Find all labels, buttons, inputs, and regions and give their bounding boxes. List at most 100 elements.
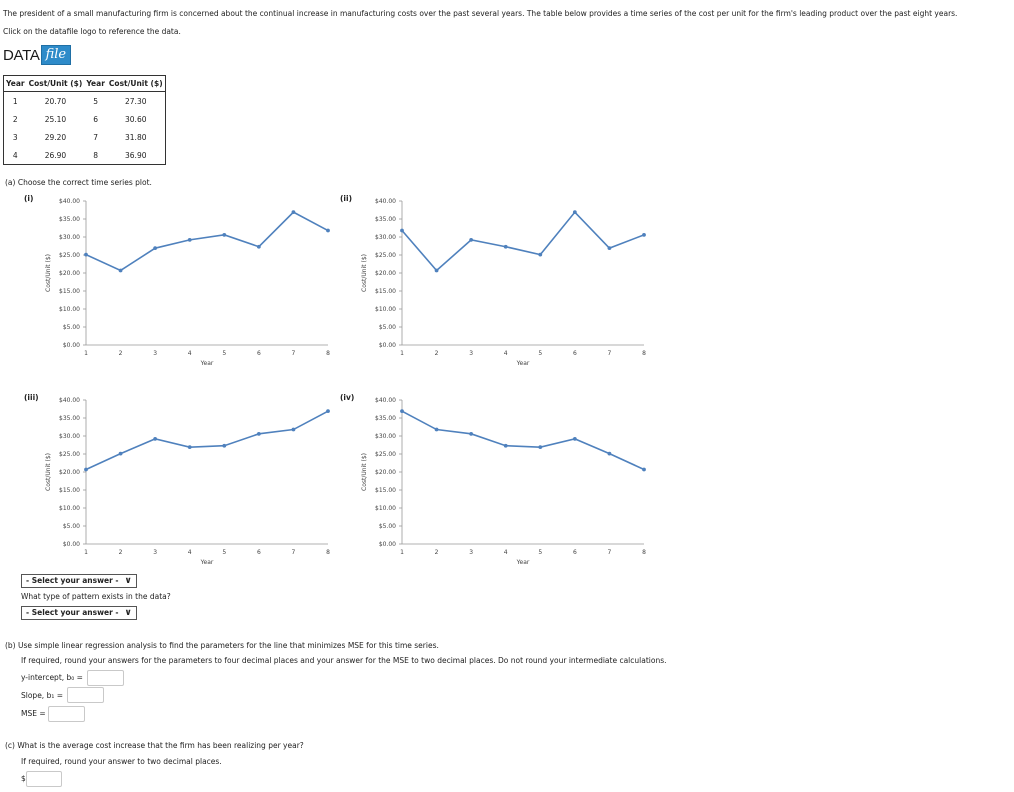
y-tick-label: $20.00 bbox=[59, 469, 80, 476]
x-tick-label: 6 bbox=[573, 350, 577, 357]
data-point bbox=[642, 232, 646, 237]
data-table: Year Cost/Unit ($) Year Cost/Unit ($) 1 … bbox=[3, 75, 166, 165]
mse-input[interactable] bbox=[48, 706, 85, 722]
y-tick-label: $10.00 bbox=[375, 505, 396, 512]
series-line bbox=[85, 211, 329, 272]
currency-symbol: $ bbox=[21, 774, 26, 783]
y-tick-label: $20.00 bbox=[375, 469, 396, 476]
table-cell: 26.90 bbox=[44, 150, 67, 160]
y-tick-label: $5.00 bbox=[379, 324, 396, 331]
data-point bbox=[572, 210, 577, 215]
table-header: Year bbox=[84, 75, 107, 92]
time-series-chart-iii[interactable]: $0.00 $5.00 $10.00 $15.00 $20.00 $25.00 $30.00… bbox=[40, 391, 340, 571]
table-header: Cost/Unit ($) bbox=[106, 75, 166, 92]
part-b-instructions: If required, round your answers for the … bbox=[21, 656, 667, 665]
y-tick-label: $10.00 bbox=[375, 306, 396, 313]
y-tick-label: $5.00 bbox=[63, 523, 80, 530]
x-tick-label: 2 bbox=[435, 549, 439, 556]
x-tick-label: 8 bbox=[326, 350, 330, 357]
time-series-chart-iv[interactable]: $0.00 $5.00 $10.00 $15.00 $20.00 $25.00 $30.00… bbox=[356, 391, 656, 571]
y-tick-label: $20.00 bbox=[59, 270, 80, 277]
table-cell: 36.90 bbox=[125, 150, 147, 160]
chart-choice-select[interactable]: - Select your answer - ∨ bbox=[21, 574, 137, 588]
chart-label-ii: (ii) bbox=[340, 194, 352, 203]
series-line bbox=[401, 410, 645, 471]
y-tick-label: $30.00 bbox=[375, 433, 396, 440]
y-tick-label: $40.00 bbox=[375, 397, 396, 404]
pattern-select[interactable]: - Select your answer - ∨ bbox=[21, 606, 137, 620]
y-tick-label: $20.00 bbox=[375, 270, 396, 277]
data-point bbox=[291, 427, 296, 432]
table-cell: 31.80 bbox=[125, 132, 147, 142]
part-b-prompt: (b) Use simple linear regression analysi… bbox=[5, 641, 439, 650]
y-tick-label: $0.00 bbox=[63, 541, 80, 548]
y-tick-label: $30.00 bbox=[59, 234, 80, 241]
x-axis-title: Year bbox=[200, 360, 214, 367]
time-series-chart-ii[interactable]: $0.00 $5.00 $10.00 $15.00 $20.00 $25.00 $30.00… bbox=[356, 192, 656, 372]
series-line bbox=[85, 410, 329, 471]
chevron-down-icon: ∨ bbox=[124, 608, 132, 618]
pattern-select-value: - Select your answer - bbox=[26, 608, 119, 617]
table-cell: 20.70 bbox=[44, 96, 67, 106]
y-tick-label: $0.00 bbox=[63, 342, 80, 349]
y-tick-label: $35.00 bbox=[375, 216, 396, 223]
x-tick-label: 6 bbox=[573, 549, 577, 556]
chart-choice-select-value: - Select your answer - bbox=[26, 576, 119, 585]
table-cell: 6 bbox=[93, 114, 98, 124]
data-point bbox=[326, 228, 330, 233]
x-tick-label: 1 bbox=[400, 549, 404, 556]
x-tick-label: 8 bbox=[642, 350, 646, 357]
y-tick-label: $0.00 bbox=[379, 541, 396, 548]
y-tick-label: $35.00 bbox=[375, 415, 396, 422]
x-tick-label: 6 bbox=[257, 549, 261, 556]
data-point bbox=[153, 246, 158, 251]
intercept-input[interactable] bbox=[87, 670, 124, 686]
pattern-question: What type of pattern exists in the data? bbox=[21, 592, 171, 601]
y-tick-label: $25.00 bbox=[375, 252, 396, 259]
table-header-row: Year Cost/Unit ($) Year Cost/Unit ($) bbox=[3, 75, 166, 92]
y-tick-label: $25.00 bbox=[59, 252, 80, 259]
data-point bbox=[326, 409, 330, 414]
data-point bbox=[469, 431, 474, 436]
data-point bbox=[153, 436, 158, 441]
table-cell: 4 bbox=[12, 150, 18, 160]
mse-label: MSE = bbox=[21, 709, 46, 718]
y-tick-label: $40.00 bbox=[59, 198, 80, 205]
data-point bbox=[469, 237, 474, 242]
table-cell: 7 bbox=[93, 132, 98, 142]
data-point bbox=[222, 443, 227, 448]
data-point bbox=[118, 451, 123, 456]
x-tick-label: 8 bbox=[642, 549, 646, 556]
table-header: Cost/Unit ($) bbox=[26, 75, 85, 92]
data-point bbox=[607, 246, 612, 251]
x-tick-label: 1 bbox=[84, 350, 88, 357]
x-tick-label: 5 bbox=[538, 350, 542, 357]
avg-cost-increase-input[interactable] bbox=[26, 771, 62, 787]
x-tick-label: 4 bbox=[504, 549, 508, 556]
y-axis-title: Cost/Unit ($) bbox=[361, 254, 368, 292]
y-axis-title: Cost/Unit ($) bbox=[45, 453, 52, 491]
data-point bbox=[400, 409, 404, 414]
x-tick-label: 6 bbox=[257, 350, 261, 357]
datafile-logo[interactable]: DATA file bbox=[3, 44, 72, 66]
data-point bbox=[187, 237, 192, 242]
table-cell: 5 bbox=[93, 96, 98, 106]
x-tick-label: 2 bbox=[119, 350, 123, 357]
chart-label-iv: (iv) bbox=[340, 393, 355, 402]
time-series-chart-i[interactable]: $0.00 $5.00 $10.00 $15.00 $20.00 $25.00 $30.00… bbox=[40, 192, 340, 372]
x-tick-label: 2 bbox=[119, 549, 123, 556]
chart-label-iii: (iii) bbox=[24, 393, 39, 402]
x-tick-label: 3 bbox=[469, 549, 473, 556]
table-cell: 1 bbox=[12, 96, 18, 106]
x-tick-label: 1 bbox=[84, 549, 88, 556]
data-point bbox=[118, 268, 123, 273]
data-point bbox=[84, 252, 88, 257]
table-cell: 30.60 bbox=[125, 114, 147, 124]
data-point bbox=[503, 244, 508, 249]
data-point bbox=[84, 467, 88, 472]
slope-input[interactable] bbox=[67, 687, 104, 703]
x-tick-label: 7 bbox=[292, 350, 296, 357]
y-axis-title: Cost/Unit ($) bbox=[45, 254, 52, 292]
y-axis-title: Cost/Unit ($) bbox=[361, 453, 368, 491]
datafile-label: DATA bbox=[3, 46, 40, 64]
